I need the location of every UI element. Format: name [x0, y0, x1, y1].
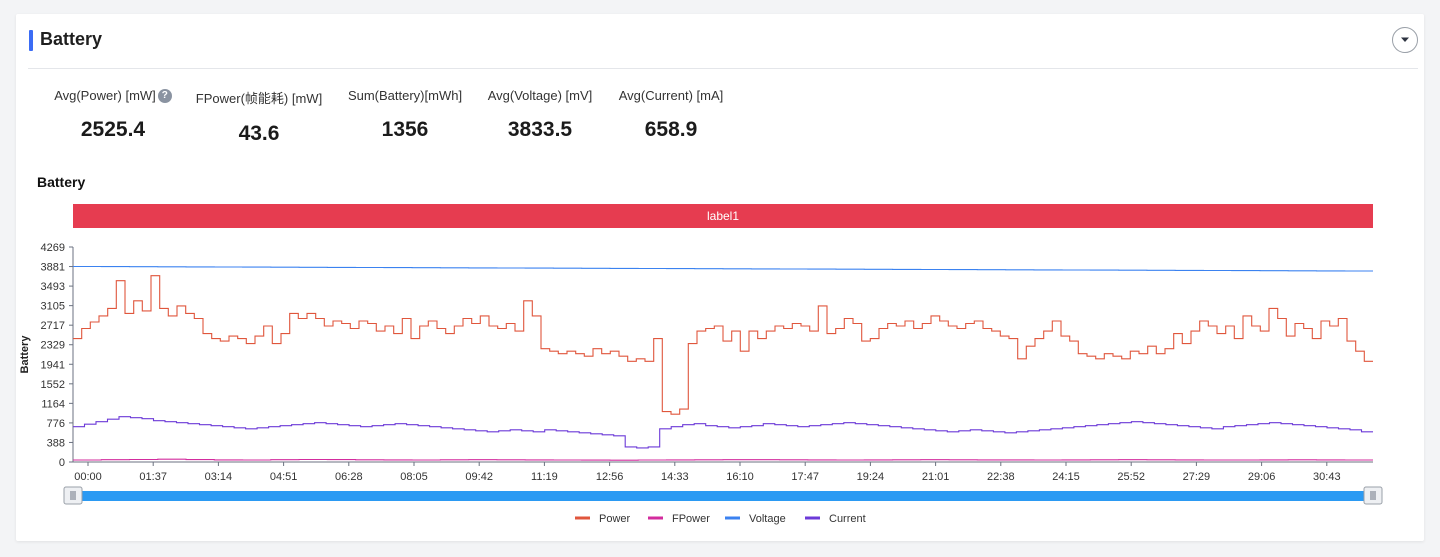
metric-value: 3833.5 — [507, 118, 573, 141]
metric-fpower: FPower(帧能耗) [mW] 43.6 — [188, 88, 330, 146]
x-tick-label: 21:01 — [922, 471, 950, 483]
chevron-down-icon — [1401, 37, 1409, 42]
y-tick-label: 388 — [47, 437, 65, 449]
metric-sum-battery: Sum(Battery)[mWh] 1356 — [338, 88, 472, 142]
metric-avg-current: Avg(Current) [mA] 658.9 — [610, 88, 732, 142]
series-line-power — [73, 275, 1373, 415]
metric-value: 2525.4 — [80, 118, 146, 141]
series-line-voltage — [73, 265, 1373, 272]
x-tick-label: 16:10 — [726, 471, 754, 483]
x-tick-label: 24:15 — [1052, 471, 1080, 483]
y-tick-label: 4269 — [41, 242, 65, 254]
metric-label: FPower(帧能耗) [mW] — [195, 91, 323, 106]
x-tick-label: 14:33 — [661, 471, 689, 483]
x-tick-label: 17:47 — [791, 471, 819, 483]
header-divider — [28, 68, 1418, 69]
x-tick-label: 25:52 — [1117, 471, 1145, 483]
legend-item-power[interactable]: Power — [599, 513, 631, 525]
series-line-current — [73, 416, 1373, 449]
x-tick-label: 22:38 — [987, 471, 1015, 483]
title-accent-bar — [29, 30, 33, 51]
y-tick-label: 3493 — [41, 281, 65, 293]
y-tick-label: 3105 — [41, 301, 65, 313]
y-tick-label: 2329 — [41, 340, 65, 352]
series-line-fpower — [73, 458, 1373, 461]
x-tick-label: 27:29 — [1183, 471, 1211, 483]
y-tick-label: 0 — [59, 457, 65, 469]
y-axis-title: Battery — [19, 335, 31, 374]
metric-avg-power: Avg(Power) [mW] ? 2525.4 — [50, 88, 176, 142]
legend-item-voltage[interactable]: Voltage — [749, 513, 786, 525]
legend-item-fpower[interactable]: FPower — [672, 513, 710, 525]
y-tick-label: 3881 — [41, 262, 65, 274]
metric-label: Avg(Current) [mA] — [618, 88, 724, 103]
battery-chart: label1 4269 3881 3493 3105 2717 2329 1941 1552 11… — [19, 204, 1383, 525]
y-tick-label: 1941 — [41, 359, 65, 371]
collapse-button[interactable] — [1392, 27, 1418, 53]
x-tick-label: 09:42 — [465, 471, 493, 483]
y-tick-label: 1552 — [41, 379, 65, 391]
metric-label: Avg(Voltage) [mV] — [487, 88, 593, 103]
x-tick-label: 03:14 — [205, 471, 233, 483]
y-tick-label: 1164 — [41, 398, 65, 410]
help-icon[interactable]: ? — [157, 88, 172, 103]
metric-value: 43.6 — [238, 122, 280, 145]
metric-value: 658.9 — [644, 118, 698, 141]
label-band-text: label1 — [707, 209, 739, 223]
x-tick-label: 08:05 — [400, 471, 428, 483]
x-tick-label: 12:56 — [596, 471, 624, 483]
x-tick-label: 00:00 — [74, 471, 102, 483]
x-tick-label: 01:37 — [139, 471, 167, 483]
x-tick-label: 30:43 — [1313, 471, 1341, 483]
x-tick-label: 11:19 — [531, 471, 558, 483]
metric-avg-voltage: Avg(Voltage) [mV] 3833.5 — [480, 88, 600, 142]
x-tick-label: 29:06 — [1248, 471, 1276, 483]
x-tick-label: 04:51 — [270, 471, 298, 483]
card-header: Battery — [16, 14, 1424, 68]
legend-item-current[interactable]: Current — [829, 513, 866, 525]
y-tick-label: 776 — [47, 418, 65, 430]
metric-label: Avg(Power) [mW] — [54, 88, 156, 103]
label-band — [73, 204, 1373, 228]
page-title: Battery — [40, 29, 103, 49]
zoom-slider-track[interactable] — [73, 491, 1373, 501]
metric-value: 1356 — [381, 118, 429, 141]
x-tick-label: 19:24 — [857, 471, 885, 483]
x-tick-label: 06:28 — [335, 471, 363, 483]
battery-card: Battery Avg(Power) [mW] ? 2525.4 FPower(… — [16, 14, 1424, 541]
chart-title: Battery — [37, 174, 86, 190]
y-tick-label: 2717 — [41, 320, 65, 332]
metric-label: Sum(Battery)[mWh] — [347, 88, 463, 103]
